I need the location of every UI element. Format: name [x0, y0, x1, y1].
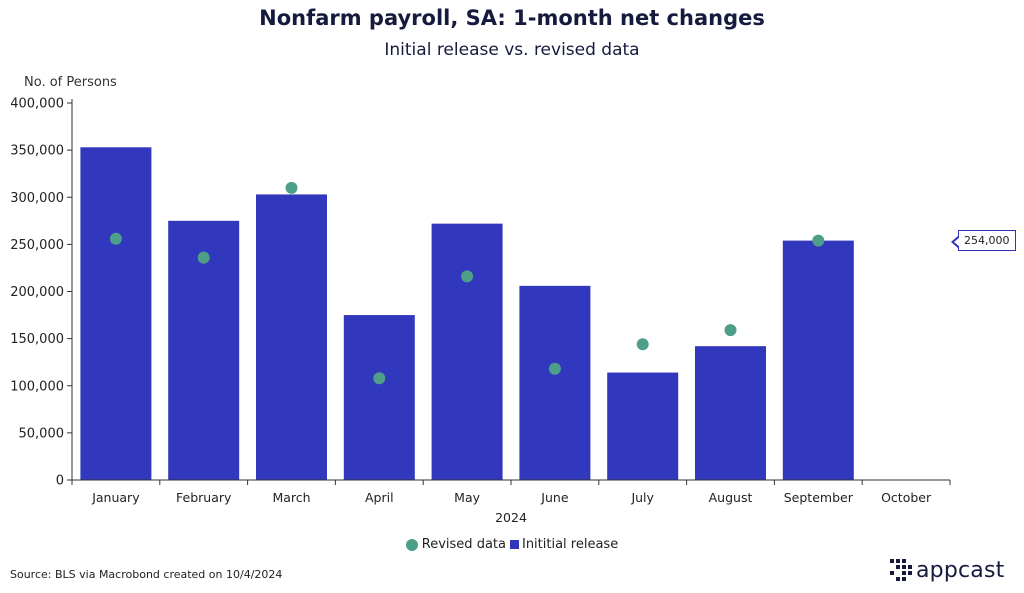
- revised-point: [812, 234, 825, 247]
- x-tick-label: August: [709, 490, 753, 505]
- x-tick-label: March: [272, 490, 310, 505]
- chart-subtitle: Initial release vs. revised data: [384, 40, 640, 60]
- legend-dot-icon: [405, 538, 418, 551]
- bar: [519, 285, 591, 480]
- revised-point: [548, 362, 561, 375]
- x-tick-label: October: [881, 490, 932, 505]
- revised-point: [373, 372, 386, 385]
- revised-point: [724, 324, 737, 337]
- bar: [431, 223, 503, 480]
- bar: [80, 147, 152, 481]
- legend-item-revised: Revised data: [405, 537, 506, 552]
- chart-title: Nonfarm payroll, SA: 1-month net changes: [259, 6, 765, 30]
- y-tick-label: 300,000: [10, 191, 64, 206]
- x-tick-label: February: [176, 490, 232, 505]
- y-tick-label: 50,000: [19, 426, 65, 441]
- y-tick-label: 400,000: [10, 97, 64, 112]
- legend: Revised data Inititial release: [0, 537, 1024, 552]
- bar: [168, 220, 240, 480]
- y-tick-label: 150,000: [10, 332, 64, 347]
- legend-square-icon: [509, 540, 519, 549]
- y-axis-label: No. of Persons: [24, 75, 117, 90]
- revised-point: [109, 232, 122, 245]
- revised-point: [461, 270, 474, 283]
- bar: [695, 346, 766, 480]
- logo-text: appcast: [916, 558, 1005, 583]
- legend-item-initial: Inititial release: [509, 537, 619, 552]
- appcast-logo: appcast: [890, 558, 1004, 583]
- revised-point: [285, 181, 298, 194]
- source-note: Source: BLS via Macrobond created on 10/…: [10, 568, 283, 581]
- x-tick-label: May: [454, 490, 480, 505]
- revised-point: [636, 338, 649, 351]
- x-tick-label: April: [365, 490, 394, 505]
- y-tick-label: 350,000: [10, 144, 64, 159]
- bar: [607, 372, 679, 480]
- x-tick-label: September: [784, 490, 854, 505]
- y-tick-label: 100,000: [10, 379, 64, 394]
- legend-label-initial: Inititial release: [521, 537, 619, 552]
- x-axis-label: 2024: [495, 510, 527, 525]
- x-tick-label: January: [91, 490, 140, 505]
- bar: [343, 315, 415, 480]
- x-tick-label: July: [630, 490, 654, 505]
- legend-label-revised: Revised data: [421, 537, 506, 552]
- x-tick-label: June: [540, 490, 569, 505]
- bar: [782, 240, 854, 480]
- appcast-dots-icon: [890, 558, 912, 581]
- revised-point: [197, 251, 210, 264]
- bar: [256, 194, 327, 481]
- y-tick-label: 200,000: [10, 285, 64, 300]
- value-callout: 254,000: [951, 229, 1016, 251]
- y-tick-label: 250,000: [10, 238, 64, 253]
- y-tick-label: 0: [56, 474, 64, 489]
